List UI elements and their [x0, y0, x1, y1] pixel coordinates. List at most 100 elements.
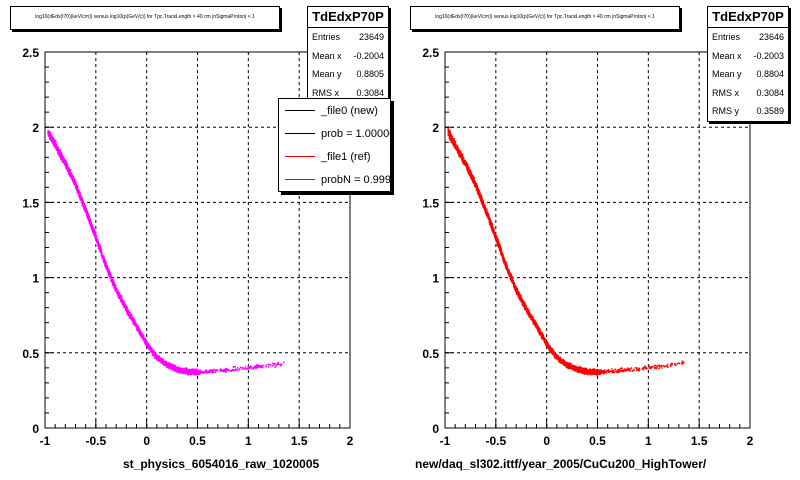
data-point: [50, 136, 52, 139]
data-point: [178, 371, 181, 374]
data-point: [129, 315, 131, 317]
legend-entry: probN = 0.999930: [279, 168, 390, 191]
data-point: [56, 149, 58, 152]
data-point: [94, 236, 97, 238]
data-point: [70, 172, 73, 175]
data-point: [683, 361, 685, 363]
data-point: [98, 243, 100, 245]
data-point: [184, 368, 186, 370]
data-point: [103, 261, 105, 263]
data-point: [228, 369, 230, 371]
data-point: [97, 245, 100, 248]
data-point: [116, 292, 119, 294]
data-point: [189, 369, 191, 371]
data-point: [194, 373, 197, 375]
data-point: [115, 288, 117, 291]
data-point: [156, 357, 159, 359]
data-point: [193, 372, 196, 375]
data-point: [237, 367, 239, 369]
data-point: [591, 373, 593, 376]
data-point: [120, 295, 123, 298]
data-point: [58, 150, 60, 152]
data-point: [81, 198, 83, 200]
data-point: [144, 338, 147, 341]
data-point: [636, 367, 639, 369]
data-point: [589, 373, 592, 376]
data-point: [199, 371, 201, 373]
data-point: [83, 208, 85, 210]
data-point: [189, 371, 191, 373]
data-point: [71, 176, 74, 179]
data-point: [126, 306, 129, 309]
data-point: [258, 365, 261, 367]
data-point: [200, 370, 202, 373]
data-point: [60, 156, 62, 159]
data-point: [62, 160, 64, 162]
data-point: [225, 368, 228, 371]
data-point: [52, 143, 55, 146]
data-point: [250, 366, 252, 368]
data-point: [121, 303, 124, 305]
data-point: [51, 138, 53, 140]
data-point: [60, 154, 63, 157]
panel-right: -1 -0.5 0 0.5 1 1.5 2 0 0.5 1 1.5 2 2.5 log10(dEdx(I…: [400, 0, 800, 480]
data-point: [84, 209, 87, 211]
data-point: [47, 134, 49, 137]
data-point: [84, 207, 87, 209]
data-point: [170, 368, 173, 370]
data-point: [174, 369, 177, 371]
data-point: [175, 368, 177, 370]
data-point: [96, 240, 99, 242]
legend-line: [285, 156, 315, 157]
data-point: [92, 230, 94, 233]
data-point: [56, 146, 58, 149]
data-point: [165, 362, 167, 365]
data-point: [152, 350, 155, 353]
data-point: [69, 171, 72, 174]
data-point: [65, 165, 67, 168]
data-point: [484, 212, 487, 215]
data-point: [195, 370, 197, 373]
data-point: [50, 135, 53, 138]
data-point: [72, 178, 74, 181]
data-point: [54, 139, 56, 142]
data-point: [87, 217, 90, 219]
data-point: [67, 170, 69, 172]
data-point: [159, 358, 162, 361]
data-point: [169, 365, 172, 368]
data-point: [150, 350, 153, 352]
data-point: [188, 373, 190, 375]
data-point: [114, 284, 116, 287]
y-tick-label: 0: [32, 422, 39, 436]
data-point: [195, 369, 197, 372]
data-point: [133, 322, 136, 325]
data-point: [116, 289, 119, 292]
data-point: [214, 371, 217, 373]
data-point: [484, 210, 486, 212]
data-point: [83, 206, 85, 208]
data-point: [88, 215, 91, 218]
data-point: [59, 157, 62, 160]
y-tick-label: 0.5: [22, 347, 39, 361]
data-point: [208, 369, 211, 371]
data-point: [62, 161, 65, 164]
data-point: [101, 254, 104, 257]
data-point: [652, 365, 655, 368]
data-point: [643, 366, 646, 369]
y-tick-label: 1.5: [22, 196, 39, 210]
data-point: [127, 312, 130, 315]
data-point: [146, 345, 148, 348]
y-tick-label: 2: [32, 121, 39, 135]
data-point: [137, 328, 140, 331]
data-point: [118, 292, 121, 294]
data-point: [270, 364, 272, 367]
data-point: [254, 365, 257, 368]
data-point: [63, 161, 65, 163]
data-point: [77, 188, 79, 191]
data-point: [51, 137, 53, 140]
data-point: [113, 282, 115, 285]
data-point: [259, 365, 262, 368]
data-point: [273, 363, 276, 365]
data-point: [58, 149, 61, 151]
data-point: [76, 186, 79, 188]
